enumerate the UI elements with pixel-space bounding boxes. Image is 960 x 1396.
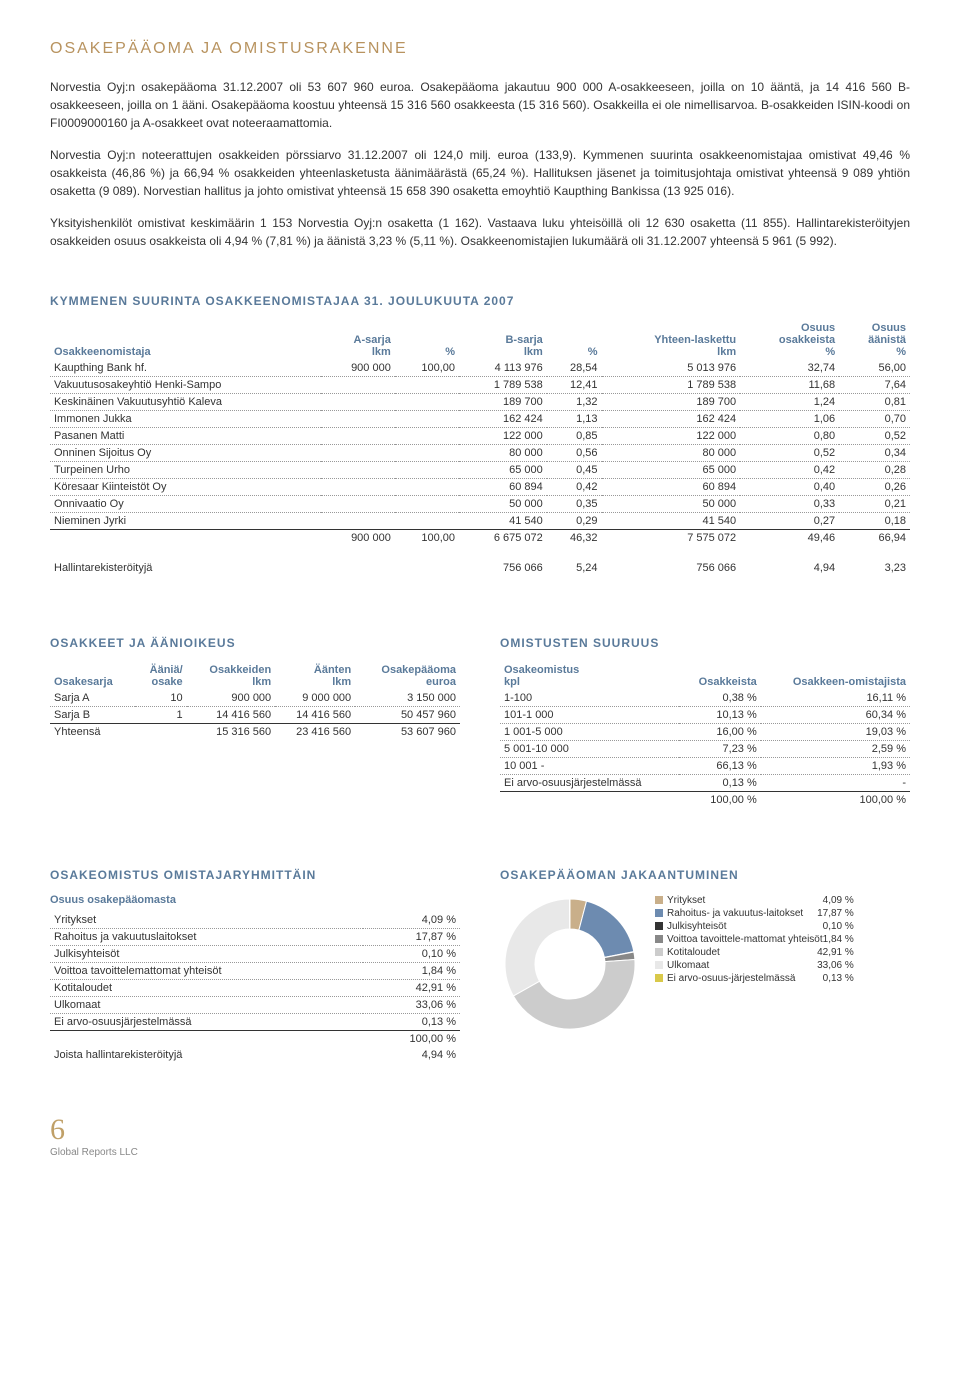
holdings-size-title: OMISTUSTEN SUURUUS [500, 636, 910, 650]
page-title: OSAKEPÄÄOMA JA OMISTUSRAKENNE [50, 40, 910, 58]
pie-legend: Yritykset4,09 %Rahoitus- ja vakuutus-lai… [655, 894, 854, 985]
para-3: Yksityishenkilöt omistivat keskimäärin 1… [50, 214, 910, 250]
pie-chart [500, 894, 640, 1034]
para-1: Norvestia Oyj:n osakepääoma 31.12.2007 o… [50, 78, 910, 132]
by-group-subtitle: Osuus osakepääomasta [50, 894, 460, 906]
para-2: Norvestia Oyj:n noteerattujen osakkeiden… [50, 146, 910, 200]
top10-table: OsakkeenomistajaA-sarjalkm%B-sarjalkm%Yh… [50, 320, 910, 576]
shares-votes-title: OSAKKEET JA ÄÄNIOIKEUS [50, 636, 460, 650]
footer-text: Global Reports LLC [50, 1147, 910, 1158]
holdings-size-table: OsakeomistuskplOsakkeistaOsakkeen-omista… [500, 662, 910, 808]
page-number: 6 [50, 1113, 910, 1147]
by-group-title: OSAKEOMISTUS OMISTAJARYHMITTÄIN [50, 868, 460, 882]
shares-votes-table: OsakesarjaÄäniä/osakeOsakkeidenlkmÄänten… [50, 662, 460, 740]
top10-title: KYMMENEN SUURINTA OSAKKEENOMISTAJAA 31. … [50, 294, 910, 308]
by-group-table: Yritykset4,09 %Rahoitus ja vakuutuslaito… [50, 912, 460, 1063]
pie-title: OSAKEPÄÄOMAN JAKAANTUMINEN [500, 868, 910, 882]
